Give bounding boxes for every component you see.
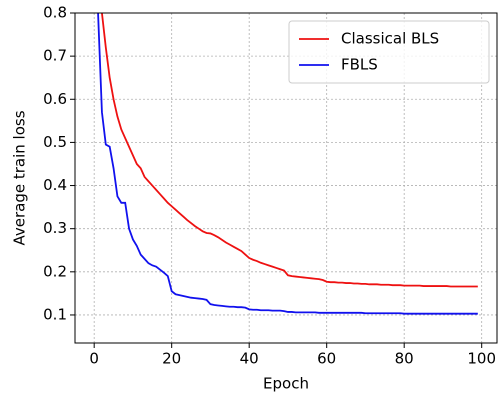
legend-label: FBLS bbox=[341, 56, 378, 74]
y-tick-label: 0.6 bbox=[43, 90, 67, 108]
data-line bbox=[97, 13, 478, 315]
x-tick-label: 0 bbox=[89, 350, 99, 368]
x-tick-label: 20 bbox=[162, 350, 181, 368]
y-tick-label: 0.7 bbox=[43, 47, 67, 65]
y-tick-label: 0.2 bbox=[43, 262, 67, 280]
y-tick-label: 0.3 bbox=[43, 219, 67, 237]
y-tick-label: 0.4 bbox=[43, 176, 67, 194]
legend-box bbox=[288, 20, 490, 84]
y-tick-label: 0.8 bbox=[43, 4, 67, 22]
plot-frame bbox=[74, 12, 498, 344]
y-tick-label: 0.5 bbox=[43, 133, 67, 151]
y-axis-label: Average train loss bbox=[11, 110, 29, 245]
data-line bbox=[101, 13, 478, 288]
x-axis-label: Epoch bbox=[263, 375, 309, 393]
plot-area bbox=[97, 13, 478, 315]
x-tick-label: 100 bbox=[467, 350, 496, 368]
x-tick-label: 60 bbox=[317, 350, 336, 368]
legend-label: Classical BLS bbox=[341, 30, 439, 48]
x-tick-label: 40 bbox=[240, 350, 259, 368]
y-tick-label: 0.1 bbox=[43, 305, 67, 323]
x-tick-label: 80 bbox=[395, 350, 414, 368]
